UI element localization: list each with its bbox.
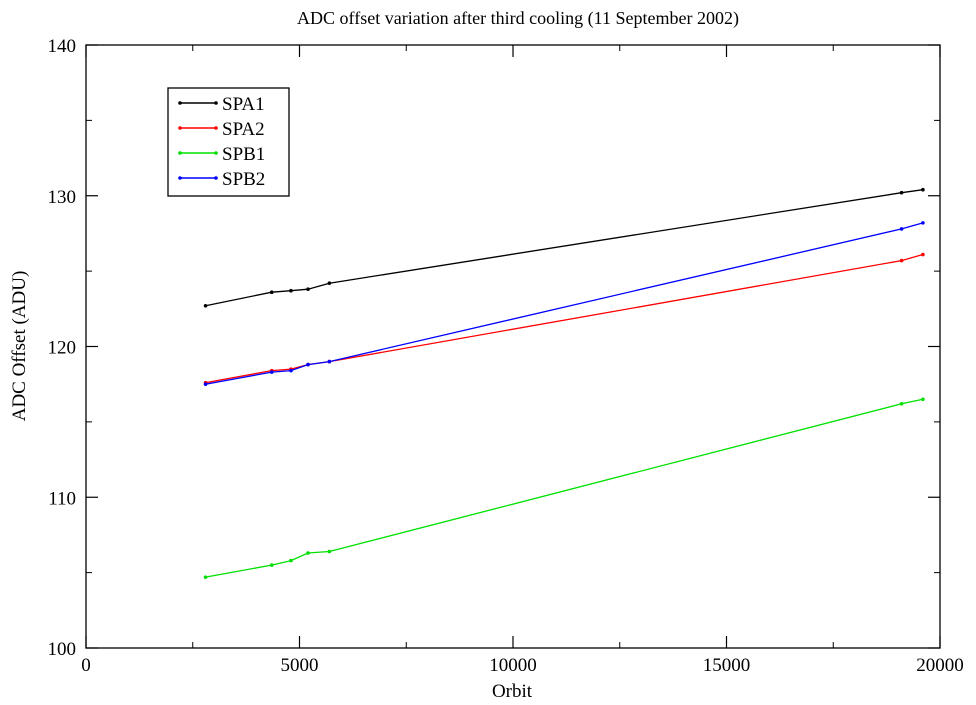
legend-label: SPA1 — [222, 94, 265, 115]
x-tick-label: 5000 — [281, 655, 319, 676]
x-tick-label: 0 — [81, 655, 91, 676]
legend-marker — [214, 176, 218, 180]
legend-item: SPA2 — [178, 119, 265, 140]
data-point — [899, 190, 904, 195]
data-point — [269, 370, 274, 374]
data-point — [921, 397, 925, 402]
data-point — [327, 281, 332, 285]
data-point — [899, 401, 904, 406]
data-point — [921, 187, 925, 192]
y-axis-label: ADC Offset (ADU) — [9, 271, 30, 422]
y-axis: 100 110 120 130 140 — [48, 36, 940, 660]
legend-label: SPB1 — [222, 144, 265, 165]
series-spa2 — [203, 252, 925, 385]
series-line — [205, 222, 924, 385]
legend-label: SPA2 — [222, 119, 265, 140]
legend-marker — [178, 126, 182, 130]
data-point — [203, 575, 208, 579]
data-point — [203, 382, 208, 386]
legend-marker — [178, 101, 182, 105]
data-point — [327, 549, 332, 554]
series-spa1 — [203, 187, 925, 308]
chart-title: ADC offset variation after third cooling… — [297, 8, 739, 29]
legend-marker — [214, 151, 218, 155]
legend-item: SPB1 — [178, 144, 265, 165]
legend-label: SPB2 — [222, 169, 265, 190]
data-point — [289, 288, 293, 293]
legend-item: SPB2 — [178, 169, 265, 190]
data-point — [306, 551, 310, 555]
data-point — [921, 221, 925, 225]
legend-item: SPA1 — [178, 94, 265, 115]
x-tick-label: 10000 — [489, 655, 537, 676]
data-point — [899, 258, 904, 263]
x-tick-label: 20000 — [916, 655, 964, 676]
series-spb1 — [203, 397, 925, 579]
data-point — [306, 287, 310, 292]
series-line — [205, 398, 924, 578]
data-point — [289, 368, 293, 373]
y-tick-label: 100 — [48, 639, 77, 660]
x-axis-label: Orbit — [492, 681, 533, 702]
y-tick-label: 120 — [48, 338, 77, 359]
series-group — [203, 187, 925, 579]
legend-marker — [178, 151, 182, 155]
x-axis: 0 5000 10000 15000 20000 — [81, 45, 964, 676]
y-tick-label: 140 — [48, 36, 77, 57]
series-line — [205, 189, 923, 307]
series-spb2 — [203, 221, 925, 386]
data-point — [899, 227, 904, 231]
data-point — [306, 362, 310, 367]
x-tick-label: 15000 — [703, 655, 751, 676]
legend: SPA1 SPA2 SPB1 SPB2 — [167, 87, 290, 197]
y-tick-label: 130 — [48, 187, 77, 208]
legend-marker — [214, 101, 218, 105]
legend-marker — [214, 126, 218, 130]
data-point — [269, 290, 274, 295]
y-tick-label: 110 — [48, 488, 76, 509]
data-point — [269, 563, 274, 567]
data-point — [921, 252, 925, 257]
legend-marker — [178, 176, 182, 180]
data-point — [203, 303, 208, 308]
data-point — [327, 359, 332, 364]
data-point — [289, 558, 293, 563]
